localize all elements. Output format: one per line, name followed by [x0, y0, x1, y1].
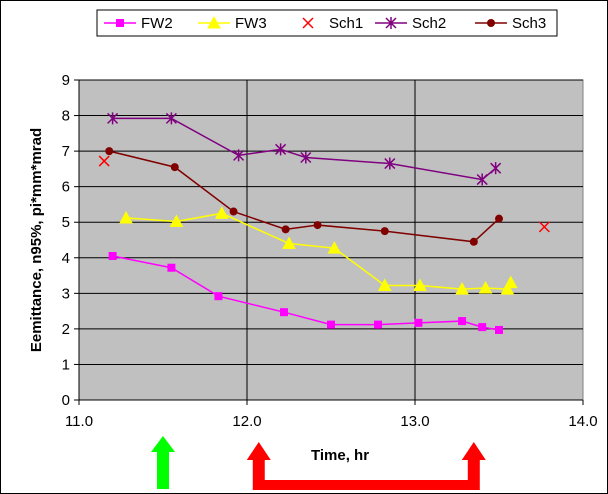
legend-label-sch2: Sch2 [412, 15, 446, 32]
data-point-fw3 [413, 278, 427, 292]
legend-label-fw3: FW3 [235, 15, 267, 32]
y-tick-label: 5 [62, 214, 70, 231]
y-tick-label: 0 [62, 392, 70, 409]
legend-item-sch2: Sch2 [375, 15, 446, 32]
data-point-sch3 [170, 163, 179, 172]
y-tick-labels: 0 1 2 3 4 5 6 7 8 9 [62, 72, 70, 409]
data-point-sch3 [229, 207, 238, 216]
series-layer [98, 112, 550, 334]
y-tick-label: 8 [62, 108, 70, 125]
data-point-sch1 [98, 155, 110, 167]
data-point-fw3 [503, 275, 518, 289]
data-point-fw3 [500, 282, 515, 295]
y-tick-label: 4 [62, 250, 70, 267]
data-point-sch3 [380, 227, 389, 236]
data-point-fw3 [478, 280, 493, 294]
data-point-sch2 [300, 151, 312, 164]
legend-label-fw2: FW2 [141, 15, 173, 32]
x-tick-label: 12.0 [232, 413, 261, 430]
data-point-fw3 [169, 214, 184, 228]
data-point-sch2 [384, 157, 396, 170]
series-line-sch3 [109, 150, 500, 243]
data-point-fw2 [167, 263, 176, 272]
data-point-fw3 [119, 210, 133, 224]
data-point-sch3 [281, 225, 290, 234]
legend-item-fw3: FW3 [198, 15, 267, 32]
annotations [151, 436, 486, 490]
data-point-fw2 [327, 320, 335, 329]
y-tick-label: 6 [62, 179, 70, 196]
data-point-fw3 [455, 282, 469, 295]
series-fw2 [108, 252, 503, 334]
legend-marker-fw3 [207, 15, 221, 29]
y-tick-label: 3 [62, 285, 70, 302]
data-point-sch2 [107, 112, 119, 125]
series-sch1 [98, 155, 550, 233]
data-point-sch1 [538, 221, 550, 233]
data-point-fw2 [214, 292, 223, 301]
legend-marker-fw2 [116, 19, 124, 27]
data-point-sch2 [476, 173, 488, 186]
data-point-sch2 [490, 162, 502, 175]
legend-label-sch3: Sch3 [512, 15, 546, 32]
data-point-sch3 [469, 237, 478, 246]
legend-marker-sch3 [487, 19, 495, 27]
legend-item-sch3: Sch3 [475, 15, 546, 32]
data-point-fw2 [458, 317, 467, 326]
x-tick-label: 11.0 [65, 413, 93, 430]
data-point-fw2 [414, 318, 423, 327]
red-bracket-shape [246, 442, 486, 490]
x-tick-label: 13.0 [400, 413, 429, 430]
series-sch2 [107, 112, 502, 186]
x-tick-label: 14.0 [568, 413, 597, 430]
legend-item-fw2: FW2 [104, 15, 173, 32]
y-axis-title: Eemittance, n95%, pi*mm*mrad [28, 128, 45, 352]
data-point-fw3 [377, 278, 392, 292]
y-tick-label: 7 [62, 143, 70, 160]
data-point-fw3 [214, 206, 229, 219]
data-point-fw3 [282, 236, 296, 250]
data-point-sch2 [165, 112, 177, 125]
data-point-fw2 [279, 308, 288, 317]
y-tick-label: 1 [62, 356, 70, 373]
legend-marker-sch1 [302, 17, 314, 29]
series-sch3 [105, 147, 503, 246]
x-tick-labels: 11.0 12.0 13.0 14.0 [65, 413, 598, 430]
data-point-fw2 [374, 320, 383, 329]
series-line-sch2 [112, 117, 497, 181]
series-fw3 [119, 206, 518, 295]
data-point-sch2 [275, 143, 287, 156]
data-point-fw3 [327, 241, 342, 254]
grid-lines [79, 79, 583, 400]
x-axis-title: Time, hr [311, 447, 369, 464]
data-point-sch3 [105, 147, 114, 156]
y-tick-label: 9 [62, 72, 70, 89]
red-bracket-arrow [246, 442, 486, 490]
legend-item-sch1: Sch1 [302, 15, 363, 32]
plot-area [78, 79, 584, 401]
data-point-sch3 [495, 214, 503, 223]
data-point-fw2 [495, 325, 503, 334]
data-point-sch2 [233, 149, 245, 162]
legend-marker-sch2 [385, 17, 397, 29]
data-point-fw2 [478, 323, 487, 332]
legend: FW2 FW3 Sch1 Sch2 Sch3 [96, 9, 558, 37]
green-up-arrow [151, 436, 175, 489]
series-line-fw2 [112, 255, 500, 331]
data-point-fw2 [108, 252, 117, 260]
data-point-sch3 [313, 221, 322, 230]
legend-label-sch1: Sch1 [329, 15, 363, 32]
axes [74, 79, 584, 405]
y-tick-label: 2 [62, 321, 70, 338]
